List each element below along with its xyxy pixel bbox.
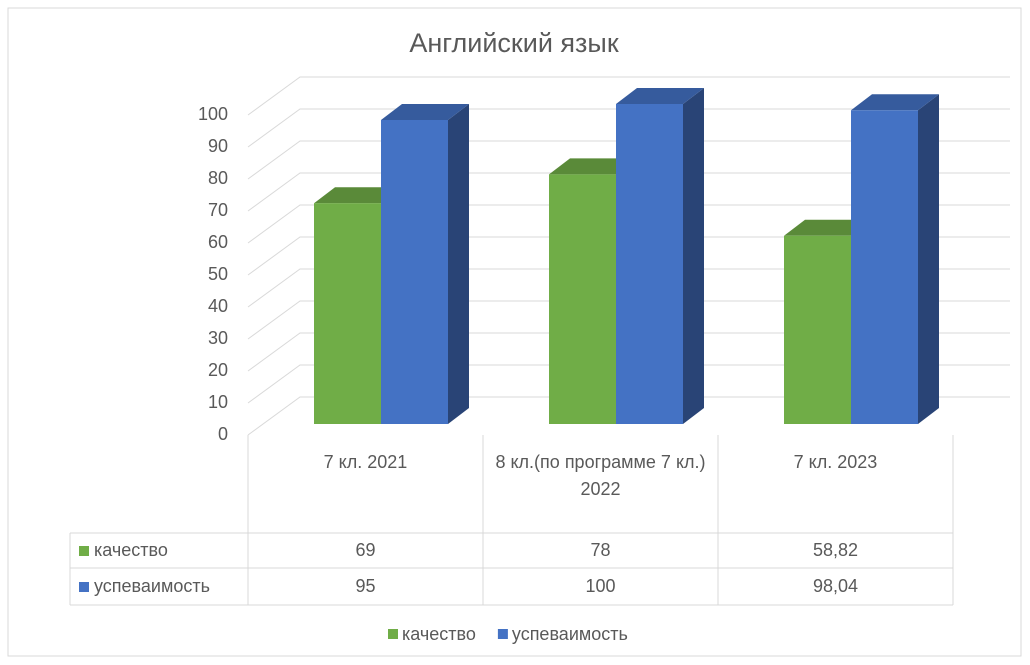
grid-line [247, 236, 1010, 276]
bar [784, 235, 851, 424]
legend-key [388, 629, 398, 639]
bar-top [381, 104, 469, 120]
y-tick-label: 100 [198, 104, 228, 124]
bar-top [784, 219, 872, 236]
table-value: 78 [590, 540, 610, 560]
table-row-label: качество [94, 540, 168, 560]
legend-label: качество [402, 624, 476, 644]
grid-line [247, 396, 1010, 436]
y-tick-label: 60 [208, 232, 228, 252]
y-tick-label: 50 [208, 264, 228, 284]
chart-title: Английский язык [409, 28, 618, 58]
y-tick-label: 70 [208, 200, 228, 220]
table-legend-key [79, 582, 89, 592]
y-tick-label: 80 [208, 168, 228, 188]
grid-line [247, 332, 1010, 372]
bar [381, 120, 448, 424]
y-tick-label: 30 [208, 328, 228, 348]
bar [314, 203, 381, 424]
x-tick-label: 8 кл.(по программе 7 кл.) 2022 [495, 452, 706, 499]
legend-label: успеваимость [512, 624, 628, 644]
table-value: 69 [355, 540, 375, 560]
table-legend-key [79, 546, 89, 556]
grid-line [247, 172, 1010, 212]
bar [616, 104, 683, 424]
table-row-label: успеваимость [94, 576, 210, 596]
bar-side [448, 104, 469, 424]
bar [549, 174, 616, 424]
bar [851, 110, 918, 424]
y-tick-label: 10 [208, 392, 228, 412]
bar-top [314, 187, 402, 204]
grid-line [247, 364, 1010, 404]
bar-top [616, 88, 704, 104]
x-tick-label: 7 кл. 2023 [793, 452, 878, 472]
y-tick-label: 90 [208, 136, 228, 156]
table-value: 98,04 [813, 576, 858, 596]
table-value: 58,82 [813, 540, 858, 560]
y-tick-label: 0 [218, 424, 228, 444]
grid-line [247, 140, 1010, 180]
category-cell: 8 кл.(по программе 7 кл.) 2022 [495, 452, 706, 499]
grid-line [247, 76, 1010, 116]
category-cell: 7 кл. 2021 [323, 452, 408, 472]
table-value: 100 [585, 576, 615, 596]
bar-top [549, 158, 637, 175]
grid-line [247, 268, 1010, 308]
category-cell: 7 кл. 2023 [793, 452, 878, 472]
bar-side [918, 94, 939, 424]
bar-side [683, 88, 704, 424]
table-value: 95 [355, 576, 375, 596]
grid-line [247, 204, 1010, 244]
legend-key [497, 629, 508, 639]
x-tick-label: 7 кл. 2021 [323, 452, 408, 472]
y-tick-label: 40 [208, 296, 228, 316]
grid-line [247, 108, 1010, 148]
grid-line [247, 300, 1010, 340]
bar-top [851, 94, 939, 111]
y-tick-label: 20 [208, 360, 228, 380]
